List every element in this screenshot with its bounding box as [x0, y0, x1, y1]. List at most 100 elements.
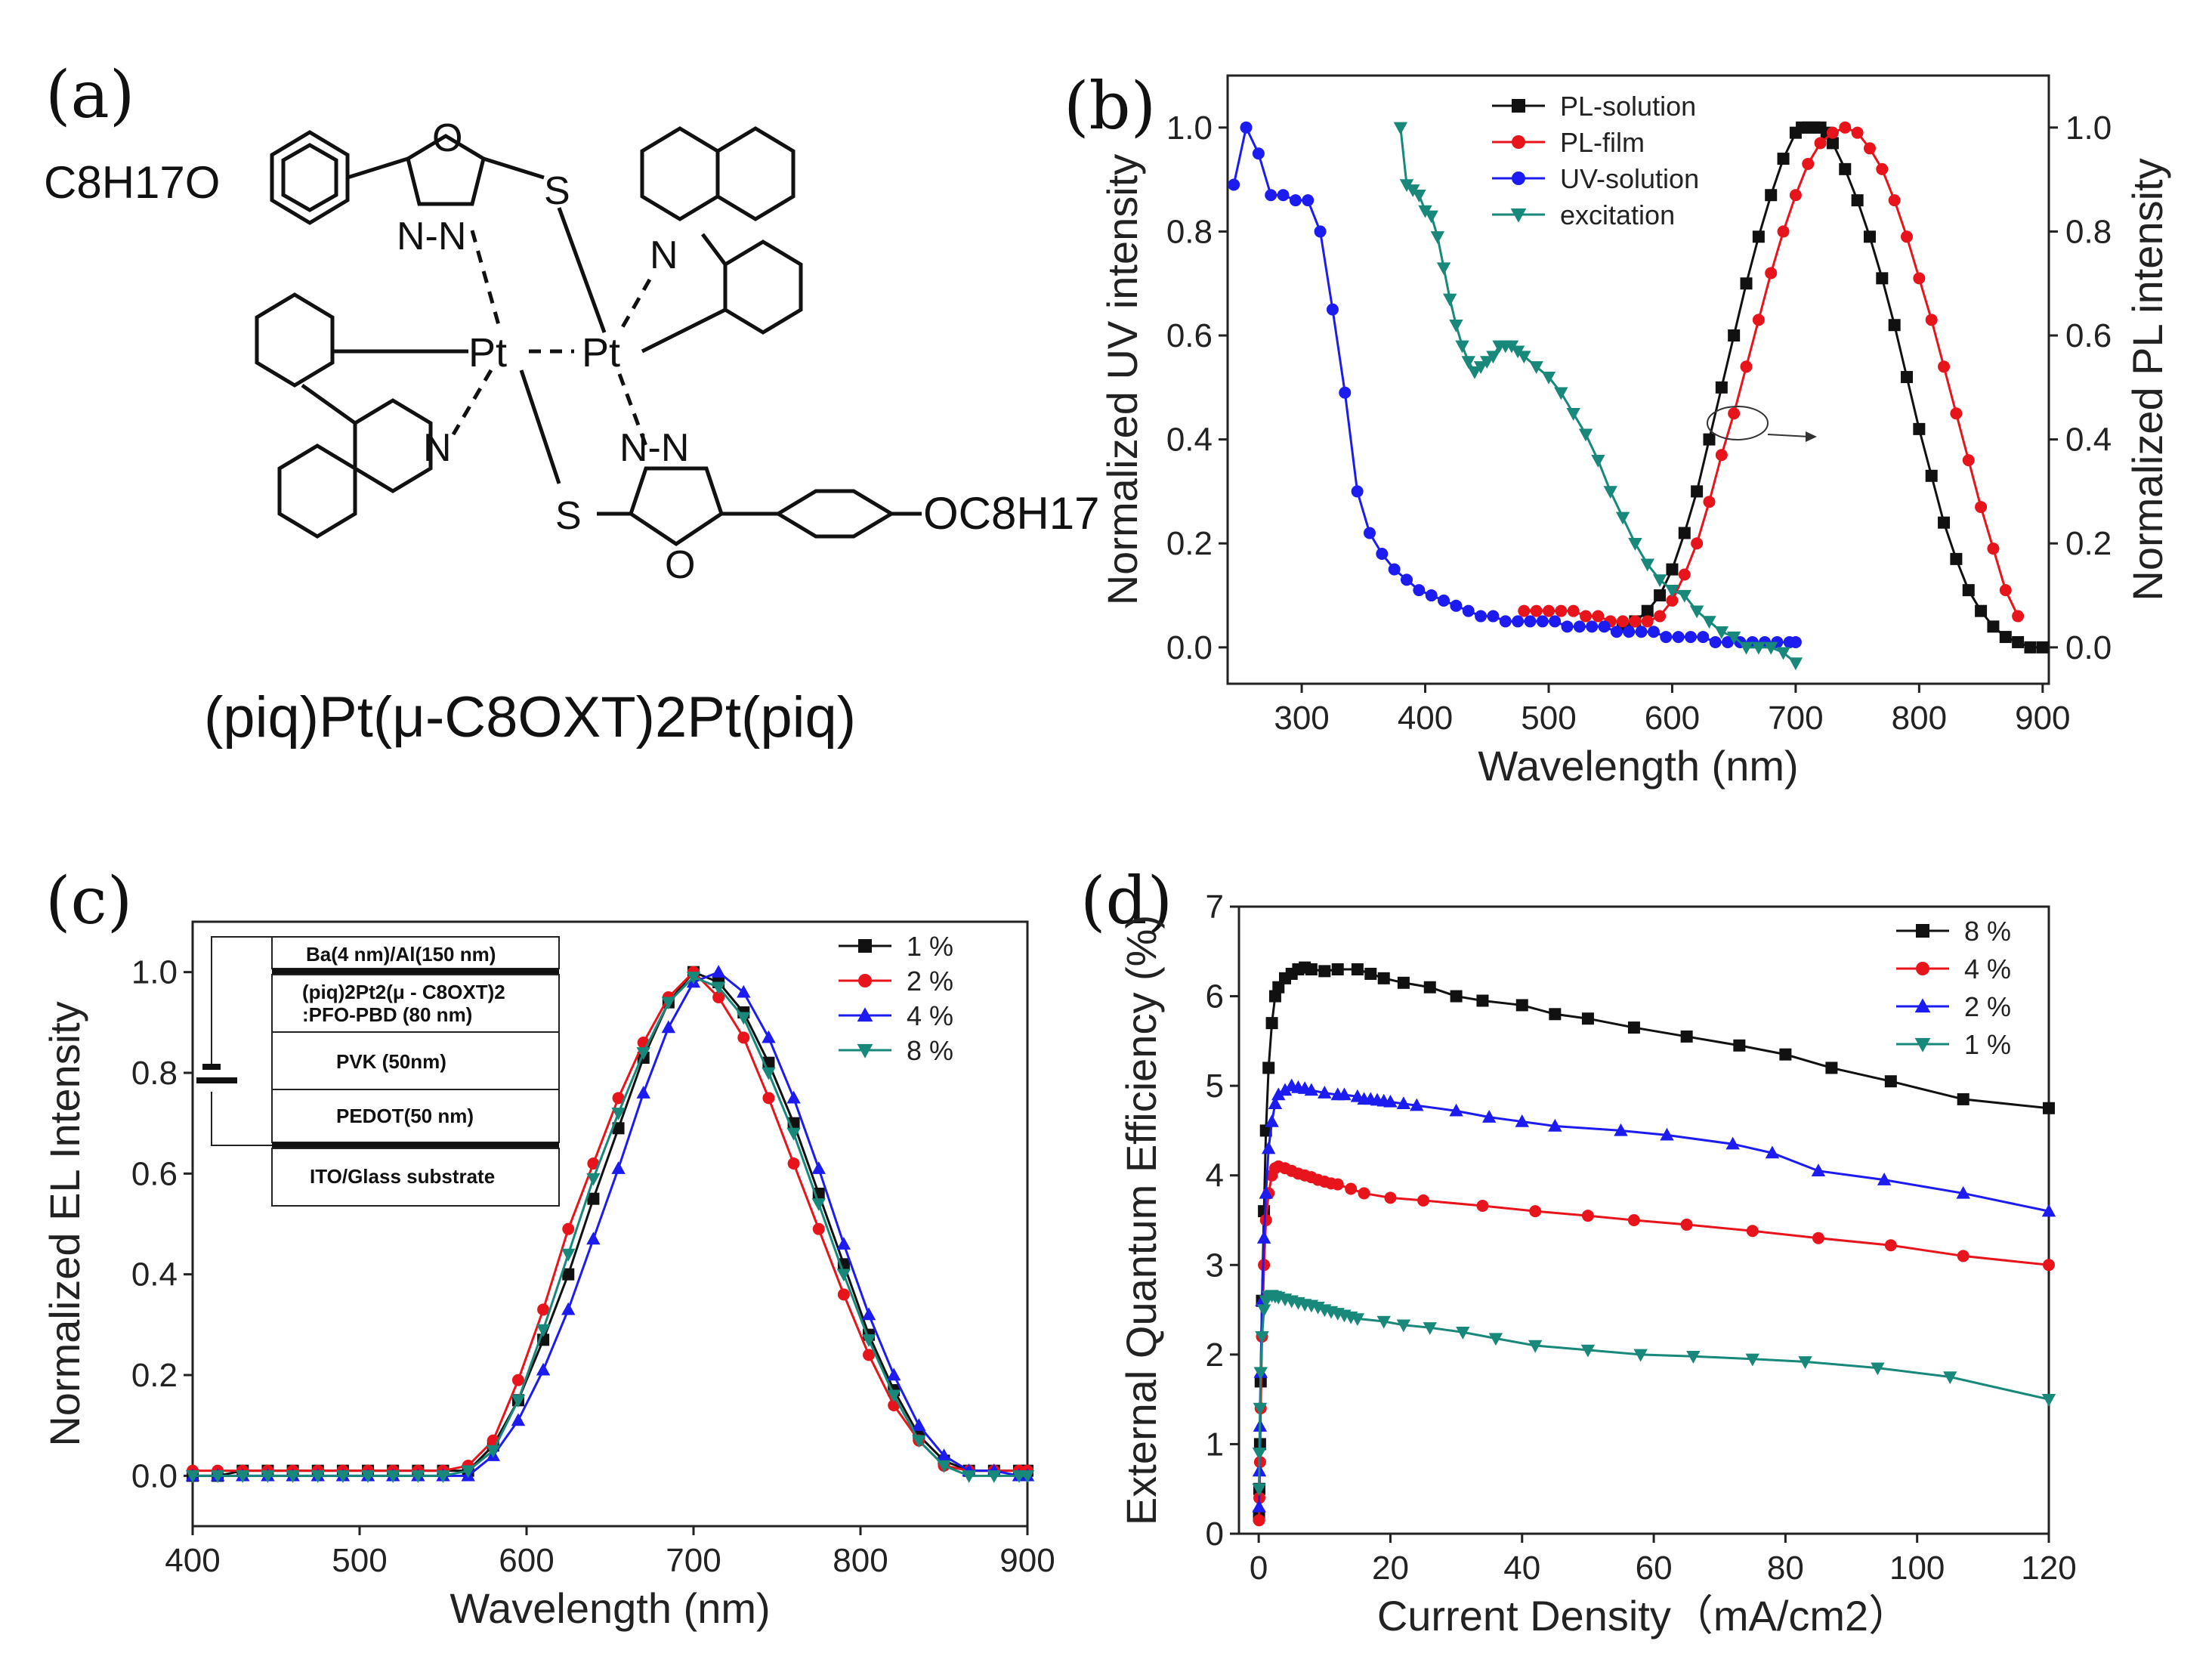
data-point: [987, 1470, 1001, 1483]
data-point: [1913, 422, 1926, 435]
data-point: [1573, 620, 1586, 633]
data-point: [612, 1122, 625, 1135]
x-tick-label: 900: [2015, 700, 2070, 737]
data-point: [863, 1349, 876, 1361]
data-point: [1789, 189, 1802, 202]
data-point: [1430, 231, 1445, 244]
data-point: [1475, 610, 1488, 623]
data-point: [1364, 967, 1377, 980]
y-tick-label: 1.0: [1166, 110, 1213, 147]
compound-name: (piq)Pt(μ-C8OXT)2Pt(piq): [204, 685, 856, 749]
data-point: [1962, 584, 1975, 597]
data-point: [2036, 641, 2049, 654]
data-point: [210, 1470, 225, 1483]
data-point: [1265, 189, 1277, 202]
atom-pt: Pt: [468, 330, 507, 375]
circuit-wire: [211, 1092, 272, 1146]
y-tick-label: 1.0: [131, 954, 178, 991]
data-point: [1715, 381, 1728, 394]
data-point: [1876, 162, 1889, 175]
series-1-: [1252, 1290, 2056, 1497]
data-point: [711, 981, 726, 995]
data-point: [1812, 1232, 1824, 1244]
legend-marker: [1512, 135, 1525, 149]
data-point: [1652, 574, 1667, 587]
data-point: [1950, 407, 1963, 420]
data-point: [1277, 189, 1290, 202]
data-point: [1020, 1470, 1035, 1483]
data-point: [1733, 1039, 1746, 1052]
data-point: [762, 1067, 776, 1080]
data-point: [712, 991, 725, 1003]
data-point: [1410, 1098, 1424, 1111]
data-point: [1623, 626, 1636, 638]
data-point: [1680, 1218, 1693, 1231]
oxadiazole-ring: [629, 466, 724, 547]
data-point: [561, 1302, 576, 1315]
data-point: [762, 1092, 775, 1105]
data-point: [1957, 1092, 1969, 1105]
data-point: [1423, 1322, 1437, 1335]
data-point: [1598, 620, 1611, 633]
data-point: [1641, 604, 1654, 617]
data-point: [1530, 604, 1543, 617]
data-point: [1957, 1250, 1969, 1262]
bond: [557, 207, 607, 333]
data-point: [511, 1374, 524, 1386]
circuit-wire: [211, 936, 272, 1065]
data-point: [1581, 1012, 1594, 1025]
data-point: [1302, 194, 1315, 207]
x-tick-label: 500: [332, 1542, 387, 1579]
data-point: [1396, 1319, 1411, 1333]
data-point: [1476, 1200, 1489, 1213]
data-point: [1798, 1356, 1812, 1369]
data-point: [1314, 225, 1327, 238]
data-point: [1449, 1103, 1463, 1117]
data-point: [1789, 635, 1802, 648]
data-point: [1252, 147, 1265, 160]
data-point: [1697, 631, 1710, 644]
data-point: [1240, 121, 1253, 134]
data-point: [1943, 1371, 1957, 1385]
data-point: [1779, 1048, 1792, 1061]
data-point: [1863, 142, 1876, 155]
data-point: [1554, 387, 1568, 400]
bond: [701, 233, 727, 266]
data-point: [1752, 230, 1765, 243]
atom-c8h17o: C8H17O: [44, 157, 220, 208]
data-point: [887, 1389, 901, 1403]
data-point: [1629, 615, 1642, 628]
data-point: [1259, 1214, 1272, 1226]
legend-label: 8 %: [907, 1035, 953, 1066]
data-point: [887, 1368, 901, 1381]
data-point: [1566, 408, 1580, 421]
data-point: [1950, 552, 1963, 565]
legend-marker: [1512, 99, 1525, 113]
data-point: [1423, 981, 1436, 994]
data-point: [1253, 1402, 1268, 1416]
bond: [519, 369, 561, 484]
data-point: [1751, 641, 1766, 655]
data-point: [1765, 189, 1778, 202]
data-point: [1666, 594, 1679, 607]
data-point: [1515, 999, 1528, 1012]
data-point: [1578, 428, 1593, 442]
x-axis-label: Current Density（mA/cm2）: [1377, 1592, 1911, 1639]
y-tick-label: 0.6: [131, 1155, 178, 1192]
data-point: [1925, 314, 1938, 326]
data-point: [1689, 605, 1704, 619]
legend-label: excitation: [1560, 199, 1675, 230]
device-layer-label: ITO/Glass substrate: [310, 1165, 495, 1188]
data-point: [611, 1161, 626, 1174]
y-right-tick-label: 0.8: [2065, 213, 2112, 250]
panel-label-b: (b): [1064, 69, 1156, 144]
legend-label: PL-solution: [1560, 91, 1696, 122]
phenyl-ring: [270, 130, 350, 225]
data-point: [1826, 137, 1839, 150]
series-line: [1258, 966, 2050, 1516]
annotation-arrow: [1767, 434, 1810, 437]
data-point: [1975, 501, 1988, 514]
series-4-: [1253, 1160, 2055, 1527]
legend-label: 2 %: [1964, 991, 2011, 1022]
data-point: [1839, 162, 1852, 175]
